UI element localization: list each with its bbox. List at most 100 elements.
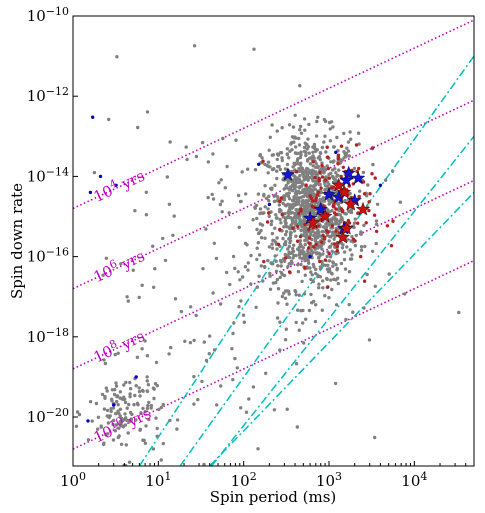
pulsar-point [295, 176, 299, 180]
pulsar-point [109, 409, 113, 414]
pulsar-point [274, 269, 279, 273]
pulsar-point [268, 271, 272, 276]
pulsar-point [183, 339, 187, 343]
pulsar-point [114, 183, 118, 187]
pulsar-point [285, 147, 289, 151]
pulsar-point [303, 222, 307, 227]
pulsar-point [311, 262, 315, 267]
pulsar-point [263, 184, 267, 188]
pulsar-point [88, 190, 93, 195]
pulsar-point [389, 244, 394, 248]
pulsar-point [75, 410, 80, 414]
pulsar-point [286, 181, 290, 185]
pulsar-point [157, 407, 161, 412]
pulsar-point [335, 135, 339, 140]
pulsar-point [207, 352, 211, 356]
pulsar-point [122, 383, 126, 387]
pulsar-point [326, 166, 330, 171]
pulsar-point [233, 266, 237, 271]
pulsar-point [316, 224, 320, 228]
pulsar-point [111, 438, 116, 442]
pulsar-point [307, 228, 311, 232]
pulsar-point [309, 187, 313, 192]
pulsar-point [283, 338, 288, 342]
pulsar-point [327, 296, 331, 300]
pulsar-point [291, 125, 296, 129]
pulsar-point [289, 142, 293, 146]
pulsar-point [287, 123, 292, 127]
pulsar-point [290, 148, 294, 152]
pulsar-point [275, 176, 279, 181]
pulsar-point [274, 240, 278, 244]
pulsar-point [280, 212, 284, 217]
pulsar-point [126, 299, 130, 303]
pulsar-point [287, 215, 291, 220]
pulsar-point [322, 171, 326, 175]
pulsar-point [118, 396, 122, 400]
pulsar-point [92, 170, 97, 175]
pulsar-point [275, 247, 279, 251]
pulsar-point [303, 242, 307, 247]
pulsar-point [351, 237, 356, 241]
pulsar-point [331, 204, 336, 209]
pulsar-point [391, 219, 395, 223]
pulsar-point [212, 241, 216, 245]
pulsar-point [311, 229, 315, 234]
x-tick-label: 104 [401, 470, 427, 490]
pulsar-point [243, 241, 248, 245]
pulsar-point [256, 241, 260, 245]
pulsar-point [140, 347, 144, 351]
pulsar-point [287, 270, 292, 274]
pulsar-point [327, 198, 331, 203]
pulsar-point [244, 192, 248, 196]
pulsar-point [159, 458, 163, 462]
pulsar-point [287, 191, 291, 195]
pulsar-point [272, 199, 277, 204]
pulsar-point [142, 438, 146, 442]
pulsar-point [219, 384, 223, 388]
pulsar-point [324, 150, 328, 154]
pulsar-point [249, 253, 253, 258]
pulsar-point [231, 254, 236, 259]
pulsar-point [316, 115, 320, 120]
pulsar-point [238, 199, 243, 204]
pulsar-point [373, 284, 377, 288]
pulsar-point [300, 249, 304, 253]
pulsar-point [161, 236, 165, 241]
pulsar-point [282, 259, 287, 263]
pulsar-point [284, 224, 288, 229]
pulsar-point [211, 291, 215, 295]
pulsar-point [302, 226, 307, 230]
pulsar-point [323, 188, 327, 192]
pulsar-point [308, 254, 312, 259]
pulsar-point [276, 264, 280, 268]
pulsar-point [356, 131, 361, 135]
star-marker [331, 177, 346, 192]
pulsar-point [303, 128, 307, 132]
pulsar-point [374, 229, 379, 234]
pulsar-point [271, 281, 276, 285]
pulsar-point [305, 172, 310, 176]
pulsar-point [309, 248, 313, 253]
pulsar-point [374, 222, 379, 226]
pulsar-point [308, 266, 312, 270]
pulsar-point [336, 173, 340, 177]
pulsar-point [278, 348, 282, 352]
pulsar-point [277, 203, 281, 207]
pulsar-point [293, 162, 297, 167]
pulsar-point [292, 243, 296, 247]
pulsar-point [329, 278, 333, 282]
pulsar-point [293, 145, 298, 149]
pulsar-point [136, 125, 140, 130]
pulsar-point [299, 150, 303, 154]
pulsar-point [303, 141, 307, 145]
pulsar-point [334, 222, 339, 226]
pulsar-point [184, 145, 188, 149]
pulsar-point [361, 180, 366, 184]
pulsar-point [345, 245, 349, 249]
pulsar-point [273, 226, 277, 230]
pulsar-point [275, 236, 279, 240]
x-tick-label: 103 [316, 470, 342, 490]
y-tick-label: 10−14 [27, 165, 69, 185]
